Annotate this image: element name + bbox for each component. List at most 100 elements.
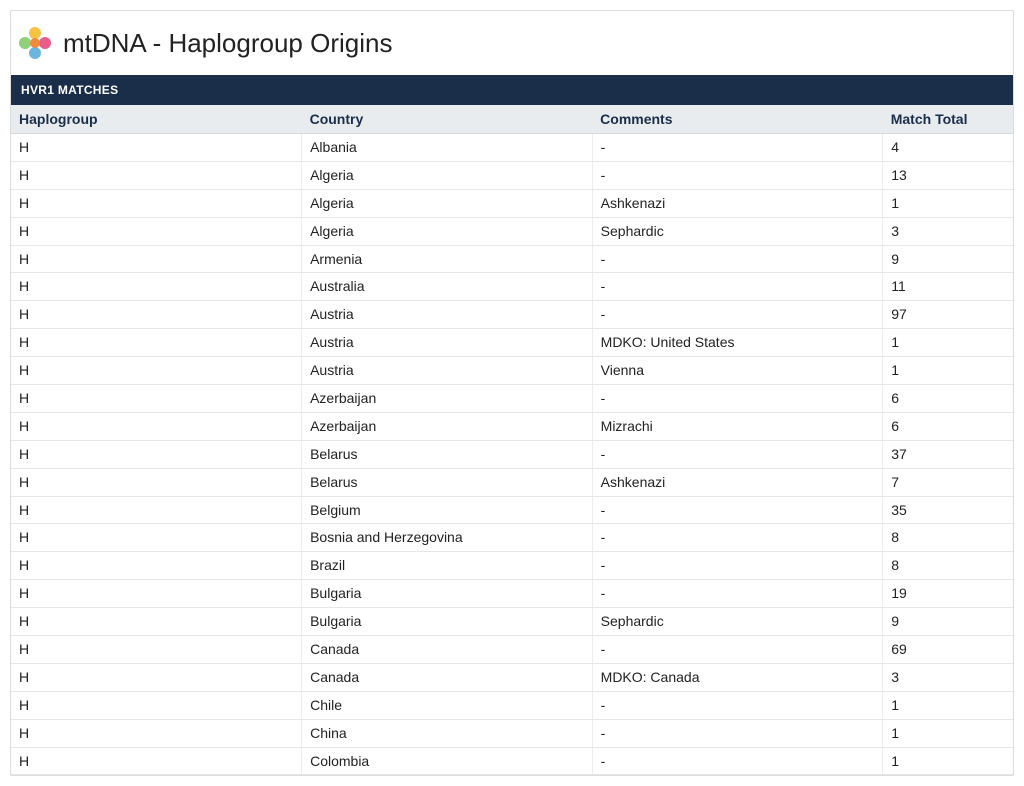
logo-icon	[15, 23, 55, 63]
table-cell: 1	[883, 357, 1013, 385]
table-cell: Albania	[302, 134, 593, 162]
table-cell: -	[592, 245, 883, 273]
table-cell: Australia	[302, 273, 593, 301]
table-row: HBosnia and Herzegovina-8	[11, 524, 1013, 552]
table-cell: 3	[883, 663, 1013, 691]
table-cell: Ashkenazi	[592, 468, 883, 496]
table-cell: Algeria	[302, 189, 593, 217]
table-cell: -	[592, 385, 883, 413]
table-cell: Austria	[302, 329, 593, 357]
table-cell: 19	[883, 580, 1013, 608]
table-row: HCanadaMDKO: Canada3	[11, 663, 1013, 691]
table-row: HAlgeriaSephardic3	[11, 217, 1013, 245]
table-cell: -	[592, 691, 883, 719]
table-row: HBelgium-35	[11, 496, 1013, 524]
table-cell: 4	[883, 134, 1013, 162]
table-cell: 9	[883, 608, 1013, 636]
table-cell: Austria	[302, 357, 593, 385]
table-cell: Ashkenazi	[592, 189, 883, 217]
col-header-haplogroup[interactable]: Haplogroup	[11, 105, 302, 134]
table-cell: -	[592, 440, 883, 468]
table-row: HAzerbaijanMizrachi6	[11, 412, 1013, 440]
table-cell: 6	[883, 412, 1013, 440]
table-row: HAustriaVienna1	[11, 357, 1013, 385]
table-cell: Sephardic	[592, 217, 883, 245]
section-band: HVR1 MATCHES	[11, 75, 1013, 105]
table-cell: 1	[883, 329, 1013, 357]
table-row: HBrazil-8	[11, 552, 1013, 580]
table-cell: H	[11, 134, 302, 162]
table-cell: -	[592, 580, 883, 608]
table-cell: H	[11, 552, 302, 580]
table-cell: 3	[883, 217, 1013, 245]
table-cell: H	[11, 189, 302, 217]
table-cell: H	[11, 161, 302, 189]
table-cell: H	[11, 440, 302, 468]
table-cell: H	[11, 385, 302, 413]
table-cell: Belarus	[302, 440, 593, 468]
table-cell: H	[11, 468, 302, 496]
table-cell: MDKO: Canada	[592, 663, 883, 691]
table-cell: 1	[883, 719, 1013, 747]
table-cell: H	[11, 524, 302, 552]
table-cell: 35	[883, 496, 1013, 524]
table-cell: H	[11, 608, 302, 636]
table-row: HAzerbaijan-6	[11, 385, 1013, 413]
table-cell: 6	[883, 385, 1013, 413]
table-cell: -	[592, 161, 883, 189]
table-cell: H	[11, 691, 302, 719]
table-cell: 1	[883, 691, 1013, 719]
table-cell: Brazil	[302, 552, 593, 580]
col-header-match-total[interactable]: Match Total	[883, 105, 1013, 134]
panel: mtDNA - Haplogroup Origins HVR1 MATCHES …	[10, 10, 1014, 776]
table-row: HCanada-69	[11, 636, 1013, 664]
table-cell: -	[592, 636, 883, 664]
table-cell: 97	[883, 301, 1013, 329]
table-row: HBulgaria-19	[11, 580, 1013, 608]
table-cell: Austria	[302, 301, 593, 329]
table-cell: Bosnia and Herzegovina	[302, 524, 593, 552]
table-cell: H	[11, 719, 302, 747]
page-title: mtDNA - Haplogroup Origins	[63, 28, 392, 59]
table-body: HAlbania-4HAlgeria-13HAlgeriaAshkenazi1H…	[11, 134, 1013, 775]
table-cell: -	[592, 552, 883, 580]
table-cell: -	[592, 747, 883, 775]
col-header-country[interactable]: Country	[302, 105, 593, 134]
table-cell: Mizrachi	[592, 412, 883, 440]
table-row: HBulgariaSephardic9	[11, 608, 1013, 636]
table-cell: 9	[883, 245, 1013, 273]
table-cell: H	[11, 580, 302, 608]
table-cell: 37	[883, 440, 1013, 468]
table-cell: 7	[883, 468, 1013, 496]
table-row: HAlgeria-13	[11, 161, 1013, 189]
table-cell: Canada	[302, 636, 593, 664]
table-cell: H	[11, 412, 302, 440]
table-cell: H	[11, 273, 302, 301]
table-cell: China	[302, 719, 593, 747]
table-cell: Algeria	[302, 217, 593, 245]
table-row: HAustria-97	[11, 301, 1013, 329]
table-cell: H	[11, 245, 302, 273]
table-cell: Armenia	[302, 245, 593, 273]
table-cell: H	[11, 747, 302, 775]
col-header-comments[interactable]: Comments	[592, 105, 883, 134]
table-row: HColombia-1	[11, 747, 1013, 775]
table-cell: -	[592, 134, 883, 162]
table-cell: -	[592, 719, 883, 747]
table-cell: Colombia	[302, 747, 593, 775]
table-row: HChina-1	[11, 719, 1013, 747]
table-cell: 1	[883, 747, 1013, 775]
table-cell: Bulgaria	[302, 608, 593, 636]
table-cell: H	[11, 217, 302, 245]
table-cell: Chile	[302, 691, 593, 719]
table-cell: -	[592, 496, 883, 524]
table-row: HAustralia-11	[11, 273, 1013, 301]
table-cell: 8	[883, 552, 1013, 580]
table-cell: H	[11, 663, 302, 691]
table-row: HAlgeriaAshkenazi1	[11, 189, 1013, 217]
table-cell: -	[592, 301, 883, 329]
table-cell: Belarus	[302, 468, 593, 496]
table-cell: Vienna	[592, 357, 883, 385]
table-cell: -	[592, 273, 883, 301]
table-cell: -	[592, 524, 883, 552]
